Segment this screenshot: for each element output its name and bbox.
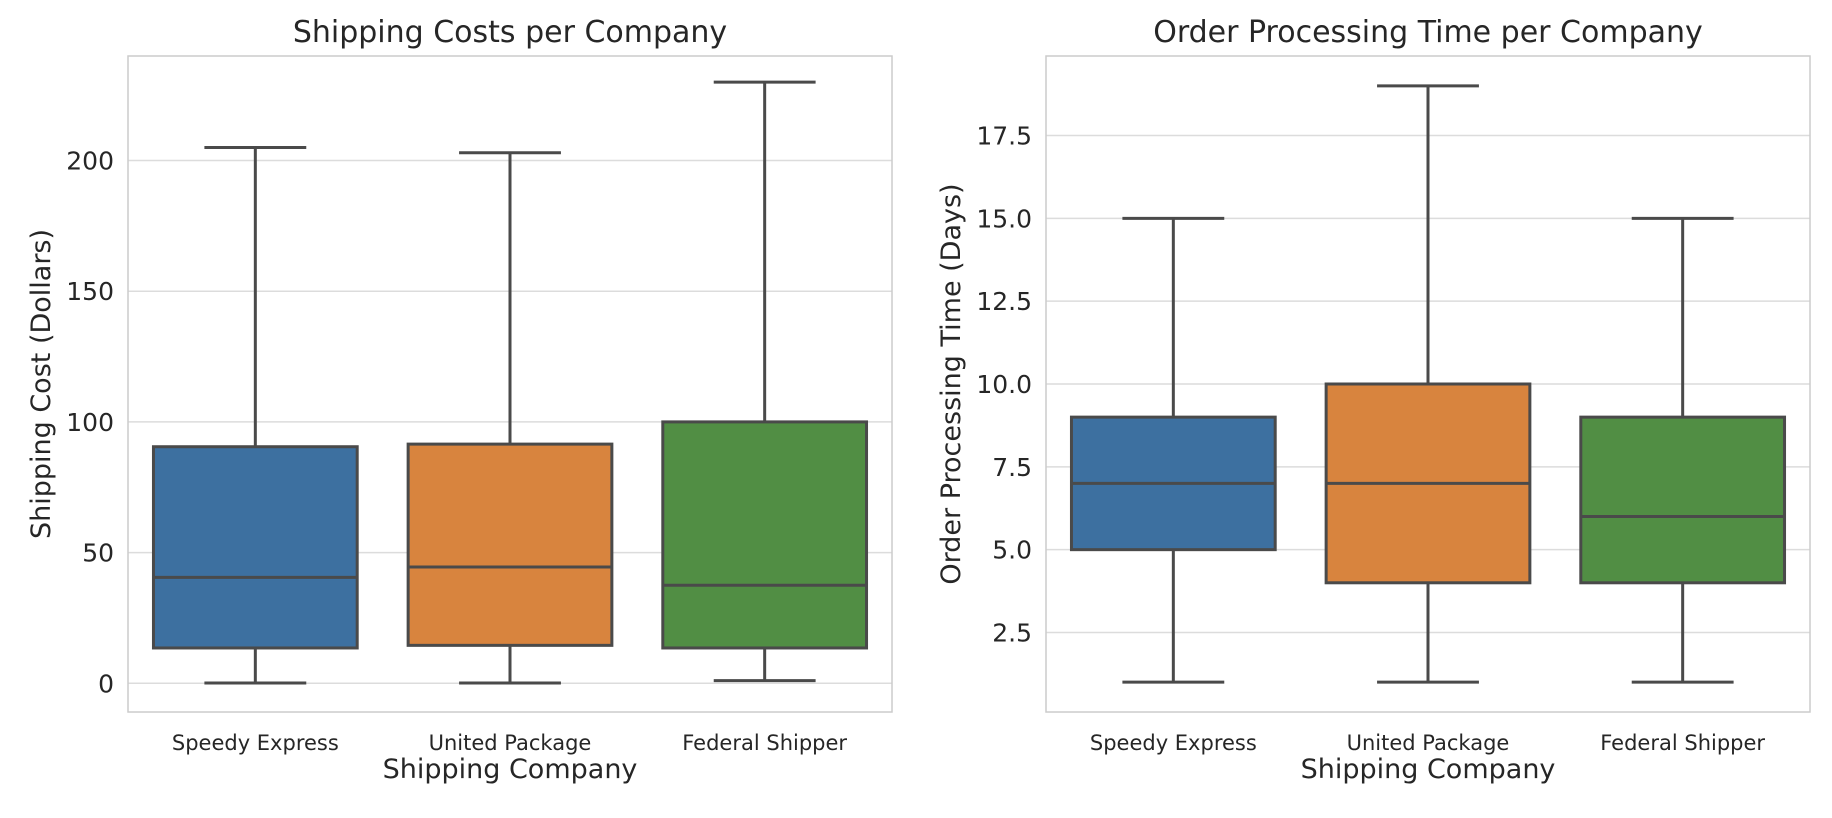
processing-time-chart: Order Processing Time per Company 2.5 5.0… bbox=[936, 15, 1811, 785]
box-speedy-express bbox=[151, 145, 359, 685]
x-tick-label: United Package bbox=[429, 731, 592, 755]
x-tick-labels: Speedy Express United Package Federal Ship… bbox=[172, 731, 848, 755]
box-united-package bbox=[1324, 84, 1532, 684]
iqr-box bbox=[151, 445, 359, 650]
x-tick-label: Federal Shipper bbox=[682, 731, 847, 755]
x-tick-label: Federal Shipper bbox=[1600, 731, 1765, 755]
x-tick-label: Speedy Express bbox=[172, 731, 339, 755]
box-speedy-express bbox=[1069, 216, 1277, 684]
plot-frame bbox=[127, 55, 893, 713]
plot-frame bbox=[1045, 55, 1811, 713]
y-tick-label: 12.5 bbox=[976, 287, 1032, 316]
x-axis-label: Shipping Company bbox=[1301, 754, 1556, 785]
boxes bbox=[151, 80, 869, 685]
y-tick-label: 200 bbox=[66, 147, 114, 176]
x-tick-label: United Package bbox=[1347, 731, 1510, 755]
y-tick-label: 150 bbox=[66, 277, 114, 306]
y-tick-label: 50 bbox=[82, 539, 114, 568]
boxes bbox=[1069, 84, 1787, 684]
y-axis-label: Order Processing Time (Days) bbox=[936, 183, 967, 584]
y-tick-label: 15.0 bbox=[976, 204, 1032, 233]
y-tick-labels: 0 50 100 150 200 bbox=[66, 147, 114, 699]
y-tick-label: 100 bbox=[66, 408, 114, 437]
y-tick-label: 10.0 bbox=[976, 370, 1032, 399]
x-tick-labels: Speedy Express United Package Federal Ship… bbox=[1090, 731, 1766, 755]
box-united-package bbox=[406, 151, 614, 685]
y-tick-labels: 2.5 5.0 7.5 10.0 12.5 15.0 17.5 bbox=[976, 122, 1032, 648]
y-axis-label: Shipping Cost (Dollars) bbox=[26, 229, 57, 539]
box-federal-shipper bbox=[661, 80, 869, 683]
box-federal-shipper bbox=[1579, 216, 1787, 684]
chart-title: Shipping Costs per Company bbox=[293, 15, 727, 50]
iqr-box bbox=[1579, 415, 1787, 585]
shipping-cost-chart: Shipping Costs per Company 050100150200 … bbox=[26, 15, 893, 785]
chart-title: Order Processing Time per Company bbox=[1153, 15, 1703, 50]
iqr-box bbox=[661, 420, 869, 650]
iqr-box bbox=[406, 442, 614, 647]
y-tick-label: 5.0 bbox=[992, 536, 1032, 565]
y-tick-label: 17.5 bbox=[976, 122, 1032, 151]
x-axis-label: Shipping Company bbox=[383, 754, 638, 785]
x-tick-label: Speedy Express bbox=[1090, 731, 1257, 755]
y-tick-label: 0 bbox=[98, 669, 114, 698]
y-tick-label: 7.5 bbox=[992, 453, 1032, 482]
y-tick-label: 2.5 bbox=[992, 618, 1032, 647]
